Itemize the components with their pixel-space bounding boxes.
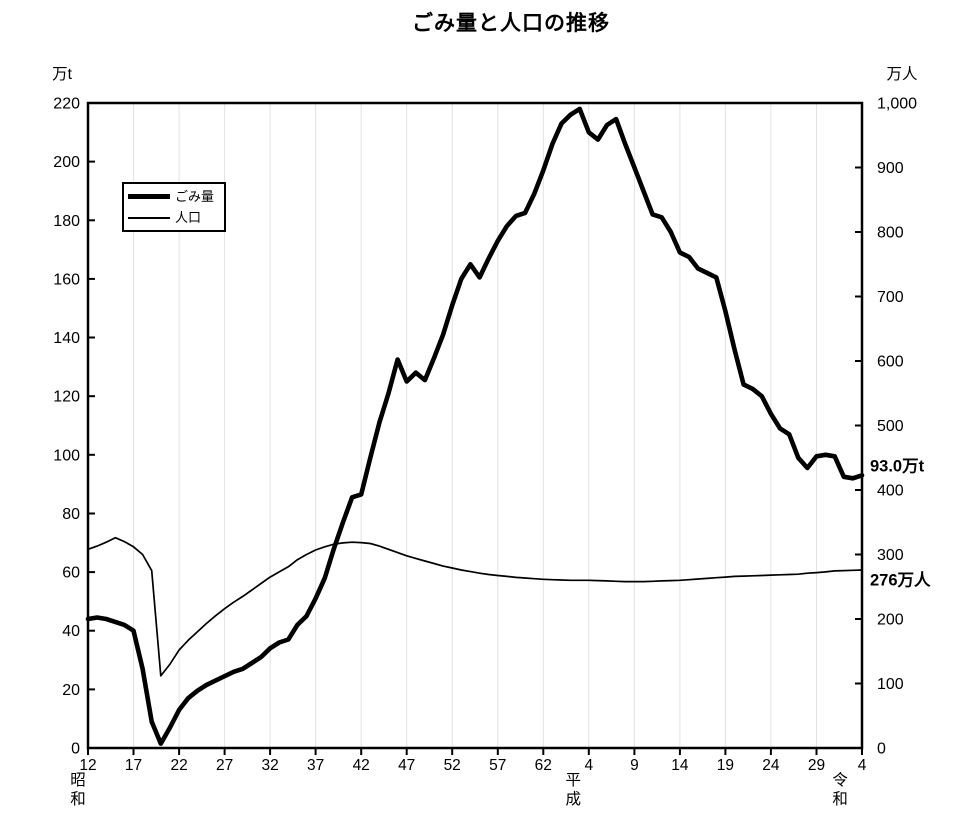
legend: ごみ量 人口	[122, 182, 226, 232]
y-right-tick-label: 1,000	[877, 96, 917, 113]
x-tick-label: 4	[858, 757, 867, 774]
y-right-tick-label: 100	[877, 676, 904, 693]
y-left-tick-label: 200	[53, 154, 80, 171]
y-left-tick-label: 0	[71, 741, 80, 758]
y-right-tick-label: 600	[877, 354, 904, 371]
x-tick-label: 62	[535, 757, 552, 774]
series-line-人口	[87, 536, 863, 677]
y-left-tick-label: 100	[53, 447, 80, 464]
y-right-tick-label: 300	[877, 547, 904, 564]
era-label-昭和: 和	[70, 790, 86, 808]
y-left-tick-label: 80	[62, 506, 80, 523]
era-label-令和: 令	[832, 771, 848, 789]
x-tick-label: 12	[79, 757, 96, 774]
x-tick-label: 9	[630, 757, 639, 774]
y-right-tick-label: 500	[877, 418, 904, 435]
y-left-tick-label: 220	[53, 96, 80, 113]
y-right-tick-label: 700	[877, 289, 904, 306]
x-tick-label: 19	[717, 757, 734, 774]
annotation-93.0万t: 93.0万t	[870, 458, 925, 476]
y-left-tick-label: 20	[62, 682, 80, 699]
y-right-unit-label: 万人	[886, 65, 917, 83]
y-left-unit-label: 万t	[52, 66, 73, 83]
y-left-tick-label: 40	[62, 623, 80, 640]
y-left-tick-label: 60	[62, 565, 80, 582]
gomi-line-sample	[128, 194, 170, 199]
annotation-276万人: 276万人	[870, 571, 931, 590]
y-right-tick-label: 900	[877, 160, 904, 177]
legend-item-gomi: ごみ量	[128, 190, 220, 203]
x-tick-label: 17	[125, 757, 142, 774]
y-left-tick-label: 160	[53, 271, 80, 288]
y-left-tick-label: 180	[53, 213, 80, 230]
legend-label-jinko: 人口	[175, 210, 202, 225]
legend-label-gomi: ごみ量	[175, 189, 215, 204]
x-tick-label: 52	[444, 757, 461, 774]
x-tick-label: 14	[671, 757, 689, 774]
x-tick-label: 29	[808, 757, 825, 774]
chart-title: ごみ量と人口の推移	[412, 12, 610, 35]
x-tick-label: 57	[489, 757, 506, 774]
y-left-tick-label: 120	[53, 389, 80, 406]
jinko-line-sample	[128, 216, 170, 219]
x-tick-label: 27	[216, 757, 233, 774]
x-tick-label: 24	[762, 757, 780, 774]
era-label-令和: 和	[832, 790, 848, 808]
x-tick-label: 4	[584, 757, 593, 774]
y-left-tick-label: 140	[53, 330, 80, 347]
y-right-tick-label: 800	[877, 225, 904, 242]
y-right-tick-label: 0	[877, 741, 886, 758]
x-tick-label: 37	[307, 757, 324, 774]
x-tick-label: 42	[353, 757, 370, 774]
x-tick-label: 22	[170, 757, 187, 774]
era-label-昭和: 昭	[70, 772, 86, 789]
y-right-tick-label: 200	[877, 612, 904, 629]
y-right-tick-label: 400	[877, 483, 904, 500]
x-tick-label: 32	[261, 757, 278, 774]
era-label-平成: 平	[566, 772, 582, 789]
series-line-ごみ量	[85, 106, 865, 746]
x-tick-label: 47	[398, 757, 415, 774]
era-label-平成: 成	[566, 790, 582, 808]
legend-item-jinko: 人口	[128, 211, 220, 224]
